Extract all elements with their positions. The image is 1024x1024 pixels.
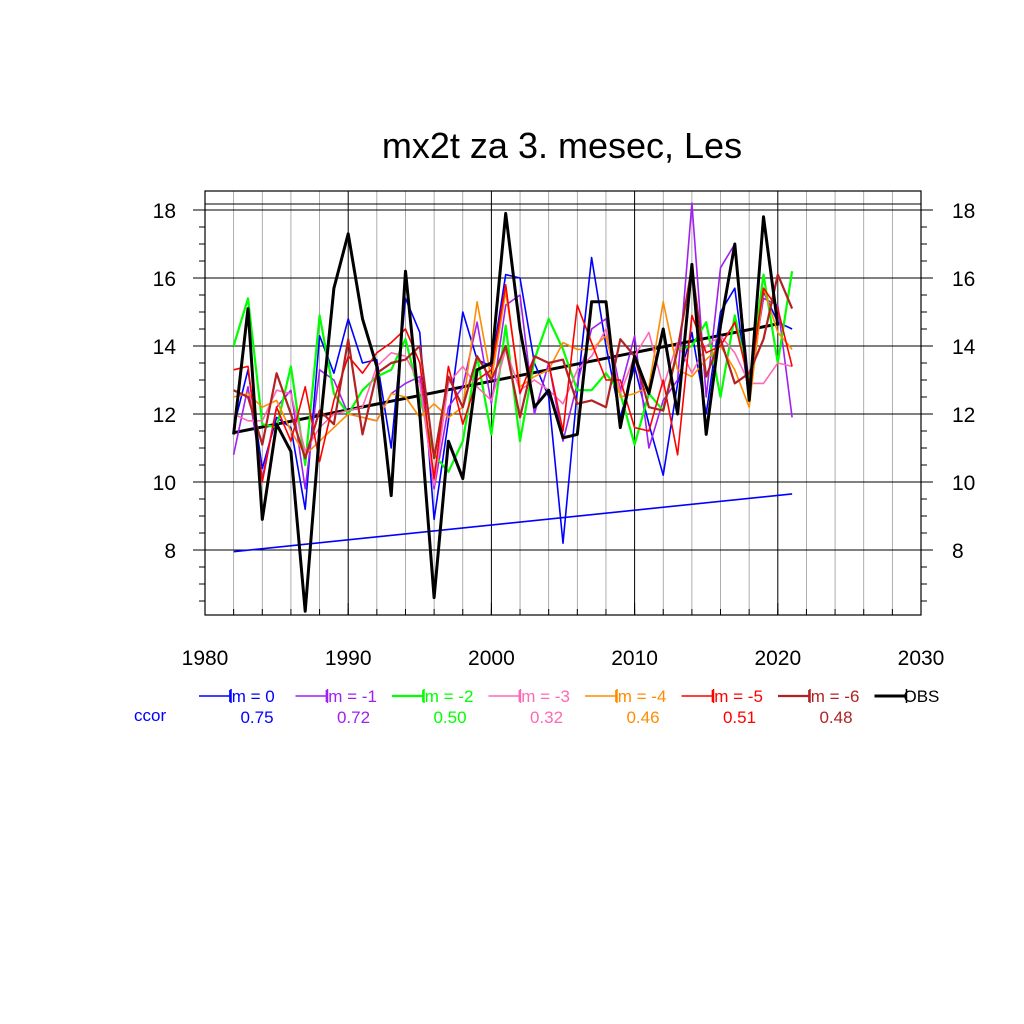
x-tick-label: 1980 bbox=[182, 647, 229, 670]
legend-ccor-value: 0.32 bbox=[530, 708, 563, 727]
y-tick-label: 12 bbox=[153, 404, 176, 427]
series-lines bbox=[232, 202, 794, 613]
series-line bbox=[232, 202, 793, 490]
legend-ccor-value: 0.46 bbox=[626, 708, 659, 727]
y-tick-label: 16 bbox=[153, 268, 176, 291]
legend-label: lm = -4 bbox=[614, 687, 666, 706]
legend-ccor-value: 0.48 bbox=[819, 708, 852, 727]
y-tick-label: 8 bbox=[164, 540, 176, 563]
x-tick-label: 2010 bbox=[611, 647, 658, 670]
legend-label: lm = 0 bbox=[228, 687, 275, 706]
plot-frame bbox=[204, 190, 922, 616]
y-tick-label-right: 18 bbox=[952, 200, 975, 223]
y-tick-label-right: 14 bbox=[952, 336, 976, 359]
legend-label: OBS bbox=[904, 687, 940, 706]
x-tick-label: 1990 bbox=[325, 647, 372, 670]
y-tick-label-right: 12 bbox=[952, 404, 975, 427]
legend-label: lm = -1 bbox=[325, 687, 377, 706]
legend-label: lm = -3 bbox=[518, 687, 570, 706]
y-tick-label-right: 8 bbox=[952, 540, 964, 563]
axis-ticks: 1980 1990 2000 2010 2020 2030 8 8 10 10 12 12 14 14 16… bbox=[153, 200, 976, 670]
legend-label: lm = -2 bbox=[421, 687, 473, 706]
x-tick-label: 2030 bbox=[898, 647, 945, 670]
legend-label: lm = -5 bbox=[711, 687, 763, 706]
legend-ccor-value: 0.72 bbox=[337, 708, 370, 727]
series-line bbox=[232, 211, 780, 613]
x-tick-label: 2020 bbox=[754, 647, 801, 670]
y-tick-label: 14 bbox=[153, 336, 177, 359]
y-tick-label: 18 bbox=[153, 200, 176, 223]
legend-ccor-value: 0.51 bbox=[723, 708, 756, 727]
y-tick-label: 10 bbox=[153, 472, 176, 495]
legend-ccor-value: 0.50 bbox=[433, 708, 466, 727]
legend-ccor-value: 0.75 bbox=[240, 708, 273, 727]
y-tick-label-right: 10 bbox=[952, 472, 975, 495]
ccor-label: ccor bbox=[134, 706, 166, 725]
legend-label: lm = -6 bbox=[807, 687, 859, 706]
y-tick-label-right: 16 bbox=[952, 268, 975, 291]
x-tick-label: 2000 bbox=[468, 647, 515, 670]
trend-line bbox=[233, 493, 793, 553]
chart-title: mx2t za 3. mesec, Les bbox=[382, 125, 742, 166]
series-line bbox=[233, 266, 794, 460]
legend: lm = 0 0.75 lm = -1 0.72 lm = -2 0.50 lm = -3 0… bbox=[199, 687, 939, 727]
